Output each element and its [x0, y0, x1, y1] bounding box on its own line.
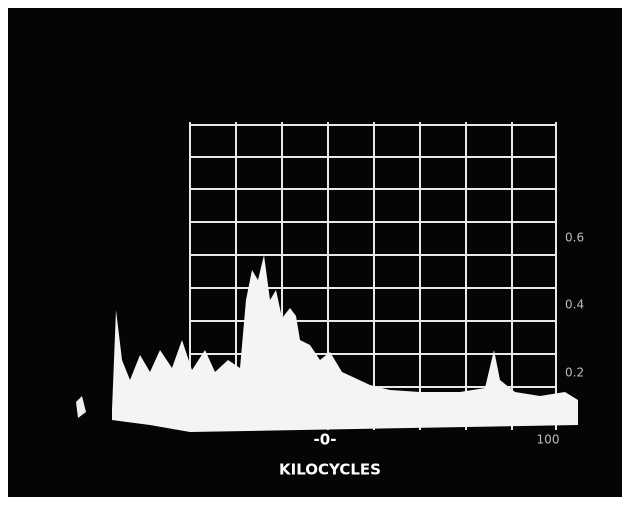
scale-label: 0.6	[565, 231, 584, 245]
axis-title: KILOCYCLES	[279, 461, 381, 479]
center-label: -0-	[314, 431, 337, 449]
photo: 0.6 0.4 0.2 -0- 100 KILOCYCLES	[0, 0, 630, 505]
end-label: 100	[537, 433, 560, 447]
scale-label: 0.2	[565, 366, 584, 380]
scale-label: 0.4	[565, 298, 584, 312]
